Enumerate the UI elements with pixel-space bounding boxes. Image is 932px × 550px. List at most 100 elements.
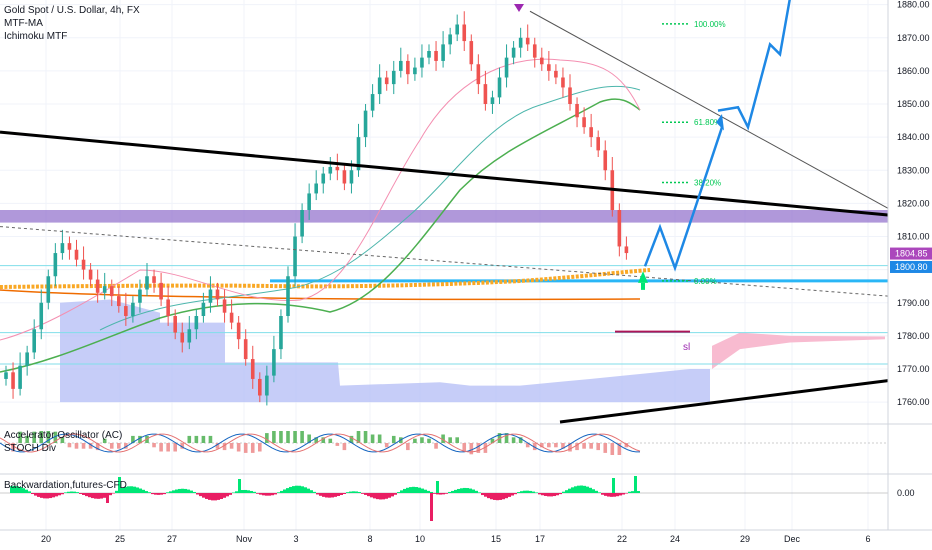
candle-body	[441, 44, 445, 61]
bw-bar	[58, 493, 61, 495]
bw-bar	[499, 493, 502, 500]
bw-bar	[145, 491, 148, 493]
bw-bar	[37, 493, 40, 497]
ao-bar	[470, 443, 474, 454]
bw-bar	[352, 491, 355, 493]
candle-body	[371, 94, 375, 111]
bw-bar	[187, 490, 190, 493]
candle-body	[547, 64, 551, 71]
projection-path[interactable]	[645, 0, 790, 268]
bw-bar	[388, 493, 391, 498]
bw-bar	[217, 493, 220, 500]
bw-bar	[439, 493, 442, 495]
bw-bar	[433, 493, 436, 494]
candle-body	[448, 34, 452, 44]
bw-bar	[94, 493, 97, 499]
bw-bar	[400, 490, 403, 493]
bw-bar	[280, 491, 283, 493]
bw-bar	[625, 493, 628, 494]
candle-body	[209, 290, 213, 303]
bw-bar	[631, 491, 634, 493]
bw-bar	[241, 490, 244, 493]
bw-bar	[355, 491, 358, 493]
bw-bar	[91, 493, 94, 498]
candle-body	[575, 104, 579, 117]
bw-bar	[427, 491, 430, 493]
bw-bar	[550, 493, 553, 496]
bw-bar	[424, 490, 427, 493]
indicator-ichimoku[interactable]: Ichimoku MTF	[4, 30, 140, 43]
candle-body	[39, 303, 43, 330]
bw-bar	[361, 493, 364, 494]
bw-bar	[310, 490, 313, 493]
bw-bar	[406, 488, 409, 493]
bw-bar	[466, 488, 469, 493]
bw-bar	[568, 489, 571, 493]
bw-bar	[448, 492, 451, 493]
candle-body	[554, 71, 558, 78]
bw-bar	[283, 489, 286, 493]
bw-bar	[136, 487, 139, 493]
candle-body	[131, 303, 135, 316]
indicator-stoch-div[interactable]: STOCH Div	[4, 442, 122, 455]
bw-bar	[157, 493, 160, 495]
candle-body	[434, 51, 438, 61]
bw-bar	[412, 487, 415, 493]
bw-bar	[457, 489, 460, 493]
bw-bar	[142, 490, 145, 493]
bw-spike	[238, 479, 241, 493]
candle-body	[307, 193, 311, 210]
bw-bar	[250, 491, 253, 493]
bw-bar	[349, 492, 352, 493]
bw-spike	[634, 476, 637, 493]
bw-bar	[613, 493, 616, 497]
bw-bar	[451, 491, 454, 493]
bw-bar	[223, 493, 226, 498]
candle-body	[336, 167, 340, 170]
bw-bar	[616, 493, 619, 496]
bw-bar	[559, 493, 562, 494]
candle-body	[89, 270, 93, 280]
candle-body	[491, 97, 495, 104]
fibonacci-levels[interactable]: 100.00% 61.80% 38.20% 0.00%	[662, 20, 726, 286]
ao-bar	[152, 443, 156, 447]
bw-bar	[487, 493, 490, 498]
bw-bar	[259, 493, 262, 495]
bw-bar	[538, 493, 541, 494]
bw-bar	[505, 493, 508, 498]
y-tick-label: 1790.00	[897, 298, 930, 308]
bw-bar	[286, 488, 289, 493]
ao-bar	[455, 437, 459, 443]
bw-bar	[436, 493, 439, 494]
indicator-mtf-ma[interactable]: MTF-MA	[4, 17, 140, 30]
candle-body	[293, 237, 297, 277]
bw-bar	[43, 493, 46, 498]
candle-body	[82, 260, 86, 270]
bw-bar	[484, 493, 487, 497]
bw-bar	[463, 488, 466, 493]
candle-body	[188, 329, 192, 342]
bw-bar	[364, 493, 367, 495]
bw-bar	[85, 493, 88, 496]
bw-bar	[82, 493, 85, 495]
indicator-backwardation[interactable]: Backwardation,futures-CFD	[4, 479, 127, 492]
ao-bar	[209, 436, 213, 443]
bw-bar	[226, 493, 229, 496]
x-tick-label: 8	[367, 534, 372, 544]
bw-bar	[295, 486, 298, 493]
candle-body	[589, 127, 593, 137]
candle-body	[230, 313, 234, 323]
bw-bar	[274, 493, 277, 494]
bw-bar	[586, 487, 589, 493]
candle-body	[561, 78, 565, 88]
indicator-accelerator-oscillator[interactable]: Accelerator Oscillator (AC)	[4, 429, 122, 442]
candle-body	[519, 38, 523, 48]
candle-body	[279, 316, 283, 349]
candle-body	[385, 78, 389, 85]
bw-bar	[55, 493, 58, 496]
bw-value-label: 0.00	[897, 488, 915, 498]
bw-bar	[595, 491, 598, 493]
ao-bar	[195, 436, 199, 443]
y-tick-label: 1760.00	[897, 397, 930, 407]
